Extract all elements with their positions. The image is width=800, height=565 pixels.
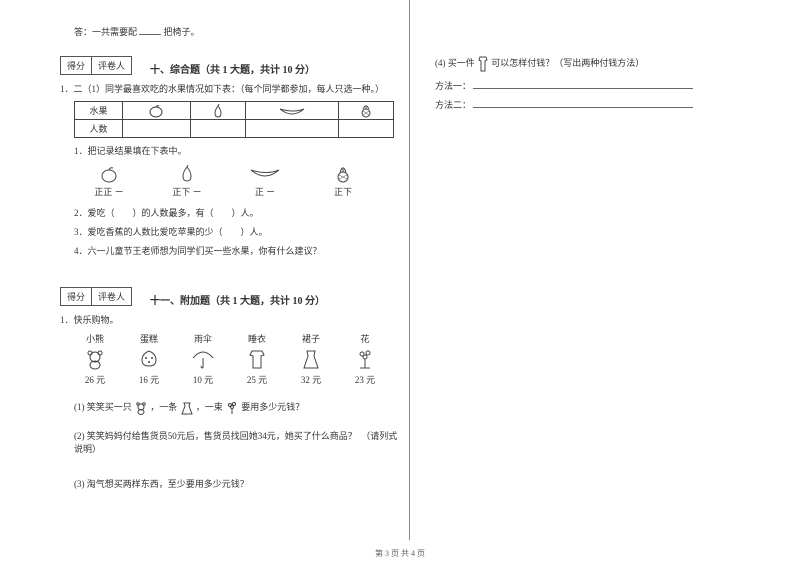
skirt-icon: [180, 401, 194, 415]
s11-q1: (1) 笑笑买一只 ，一条 ，一束 要用多少元钱？: [74, 400, 399, 415]
row1-label: 水果: [75, 102, 123, 120]
page-footer: 第 3 页 共 4 页: [0, 548, 800, 559]
item-price: 25 元: [236, 373, 278, 386]
item-name: 雨伞: [182, 332, 224, 345]
tally-text: 正正 ㄧ: [84, 185, 134, 198]
score-label: 得分: [61, 288, 92, 305]
method1-line: 方法一：: [435, 79, 740, 92]
fruit-table: 水果 人数: [74, 101, 394, 138]
s11-intro: 1．快乐购物。: [60, 313, 399, 326]
pineapple-icon: [358, 104, 374, 118]
shop-item: 雨伞 10 元: [182, 332, 224, 386]
q1-b: ，一条: [150, 402, 177, 412]
item-name: 睡衣: [236, 332, 278, 345]
table-row: 水果: [75, 102, 394, 120]
item-price: 32 元: [290, 373, 332, 386]
pear-icon: [162, 165, 212, 183]
bear-icon: [134, 401, 148, 415]
score-box-11: 得分 评卷人: [60, 287, 132, 306]
count-cell: [123, 120, 191, 138]
grader-label: 评卷人: [92, 57, 131, 74]
method1-label: 方法一：: [435, 81, 471, 91]
fruit-cell: [245, 102, 339, 120]
pajama-icon: [236, 347, 278, 371]
q1-a: (1) 笑笑买一只: [74, 402, 132, 412]
answer-blank: [139, 25, 161, 35]
shop-item: 蛋糕 16 元: [128, 332, 170, 386]
score-box-10: 得分 评卷人: [60, 56, 132, 75]
answer-line: 答：一共需要配 把椅子。: [60, 25, 399, 38]
q4-b: 可以怎样付钱？（写出两种付钱方法）: [491, 58, 644, 68]
q1-d: 要用多少元钱？: [241, 402, 304, 412]
count-cell: [339, 120, 394, 138]
count-cell: [190, 120, 245, 138]
score-label: 得分: [61, 57, 92, 74]
table-row: 人数: [75, 120, 394, 138]
fruit-cell: [190, 102, 245, 120]
left-column: 答：一共需要配 把椅子。 得分 评卷人 十、综合题（共 1 大题，共计 10 分…: [0, 0, 410, 540]
flower-icon: [225, 401, 239, 415]
tally-col: 正下: [318, 165, 368, 198]
count-cell: [245, 120, 339, 138]
s11-q2: (2) 笑笑妈妈付给售货员50元后，售货员找回她34元，她买了什么商品？ （请列…: [74, 429, 399, 455]
shop-item: 睡衣 25 元: [236, 332, 278, 386]
item-price: 10 元: [182, 373, 224, 386]
fruit-tally-row: 正正 ㄧ 正下 ㄧ 正 ㄧ 正下: [60, 165, 399, 198]
flower-icon: [344, 347, 386, 371]
tally-text: 正下: [318, 185, 368, 198]
section10-title: 十、综合题（共 1 大题，共计 10 分）: [150, 61, 399, 76]
item-name: 小熊: [74, 332, 116, 345]
s10-sub3: 3．爱吃香蕉的人数比爱吃苹果的少（ ）人。: [60, 225, 399, 238]
tally-text: 正 ㄧ: [240, 185, 290, 198]
apple-icon: [84, 165, 134, 183]
answer-suffix: 把椅子。: [164, 27, 200, 37]
tally-col: 正正 ㄧ: [84, 165, 134, 198]
item-price: 16 元: [128, 373, 170, 386]
item-name: 花: [344, 332, 386, 345]
s10-sub2: 2．爱吃（ ）的人数最多，有（ ）人。: [60, 206, 399, 219]
item-name: 蛋糕: [128, 332, 170, 345]
s11-q3: (3) 淘气想买两样东西，至少要用多少元钱？: [74, 477, 399, 490]
banana-icon: [278, 105, 306, 117]
skirt-icon: [290, 347, 332, 371]
tally-text: 正下 ㄧ: [162, 185, 212, 198]
item-name: 裙子: [290, 332, 332, 345]
s10-sub1: 1．把记录结果填在下表中。: [60, 144, 399, 157]
right-column: (4) 买一件 可以怎样付钱？（写出两种付钱方法） 方法一： 方法二：: [410, 0, 800, 540]
shop-item: 裙子 32 元: [290, 332, 332, 386]
item-price: 26 元: [74, 373, 116, 386]
bear-icon: [74, 347, 116, 371]
umbrella-icon: [182, 347, 224, 371]
shop-item: 小熊 26 元: [74, 332, 116, 386]
method2-label: 方法二：: [435, 100, 471, 110]
section11-title: 十一、附加题（共 1 大题，共计 10 分）: [150, 292, 399, 307]
pineapple-icon: [318, 165, 368, 183]
method1-blank: [473, 79, 693, 89]
cake-icon: [128, 347, 170, 371]
q4-line: (4) 买一件 可以怎样付钱？（写出两种付钱方法）: [435, 55, 740, 73]
q1-c: ，一束: [196, 402, 223, 412]
answer-prefix: 答：一共需要配: [74, 27, 137, 37]
shop-item: 花 23 元: [344, 332, 386, 386]
fruit-cell: [123, 102, 191, 120]
tally-col: 正 ㄧ: [240, 165, 290, 198]
fruit-cell: [339, 102, 394, 120]
grader-label: 评卷人: [92, 288, 131, 305]
banana-icon: [240, 165, 290, 183]
method2-line: 方法二：: [435, 98, 740, 111]
item-price: 23 元: [344, 373, 386, 386]
q4-a: (4) 买一件: [435, 58, 475, 68]
method2-blank: [473, 98, 693, 108]
apple-icon: [146, 104, 166, 118]
row2-label: 人数: [75, 120, 123, 138]
s10-sub4: 4．六一儿童节王老师想为同学们买一些水果，你有什么建议？: [60, 244, 399, 257]
tally-col: 正下 ㄧ: [162, 165, 212, 198]
pajama-icon: [477, 55, 489, 73]
s10-intro: 1．二（1）同学最喜欢吃的水果情况如下表：（每个同学都参加，每人只选一种。）: [60, 82, 399, 95]
page: 答：一共需要配 把椅子。 得分 评卷人 十、综合题（共 1 大题，共计 10 分…: [0, 0, 800, 540]
pear-icon: [210, 104, 226, 118]
shop-row: 小熊 26 元 蛋糕 16 元 雨伞 10 元 睡衣 25 元 裙子: [60, 332, 399, 386]
